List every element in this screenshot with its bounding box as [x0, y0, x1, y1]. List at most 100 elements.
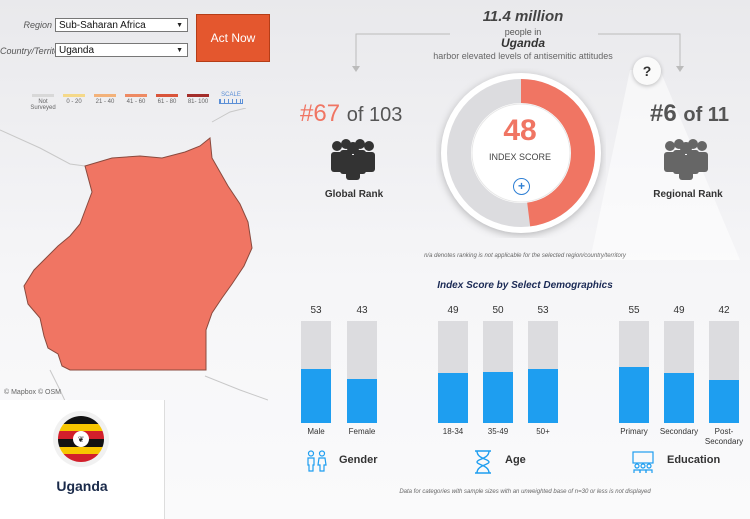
bar-fill [664, 373, 694, 423]
index-score-label: INDEX SCORE [488, 152, 551, 162]
people-group-icon [664, 139, 708, 180]
bar-fill [528, 368, 558, 423]
bar-value: 50 [492, 305, 504, 316]
group-label-age: Age [505, 454, 526, 466]
legend-label: 21 - 40 [95, 99, 115, 105]
global-rank: #67 of 103 [300, 100, 402, 128]
bar-secondary[interactable] [664, 321, 694, 423]
bar-male[interactable] [301, 321, 331, 423]
country-card: ❦ Uganda [0, 400, 165, 519]
hourglass-icon [475, 450, 491, 474]
legend-swatch [156, 94, 178, 97]
bar-category: Male [307, 427, 325, 436]
bar-fill [438, 373, 468, 423]
bar-value: 53 [537, 305, 549, 316]
bar-primary[interactable] [619, 321, 649, 423]
footnote: Data for categories with sample sizes wi… [399, 489, 651, 495]
bar-age-50-plus[interactable] [528, 321, 558, 423]
bar-female[interactable] [347, 321, 377, 423]
group-label-gender: Gender [339, 454, 378, 466]
legend-label: 81- 100 [187, 99, 209, 105]
global-rank-number: #67 [300, 100, 341, 127]
help-button[interactable]: ? [633, 57, 661, 85]
legend-swatch [32, 94, 54, 97]
bar-value: 49 [447, 305, 459, 316]
uganda-flag-icon: ❦ [58, 416, 104, 462]
legend-label: 41 - 60 [126, 99, 146, 105]
bar-age-35-49[interactable] [483, 321, 513, 423]
demographics-title: Index Score by Select Demographics [437, 280, 613, 291]
legend-item-21-40: 21 - 40 [92, 94, 118, 105]
act-now-button[interactable]: Act Now [196, 14, 270, 62]
legend-label: Not [38, 99, 48, 105]
bar-value: 42 [718, 305, 730, 316]
bar-value: 53 [310, 305, 322, 316]
crane-emblem-icon: ❦ [73, 431, 89, 447]
country-label: Country/Territory [0, 46, 67, 56]
legend-label: 61 - 80 [157, 99, 177, 105]
country-name: Uganda [56, 478, 108, 494]
bar-value: 55 [628, 305, 640, 316]
legend-item-41-60: 41 - 60 [123, 94, 149, 105]
bar-age-18-34[interactable] [438, 321, 468, 423]
people-in-label: people in [504, 27, 542, 37]
regional-rank-label: Regional Rank [653, 189, 723, 200]
legend-label: 0 - 20 [66, 99, 82, 105]
bar-fill [347, 379, 377, 423]
legend-item-0-20: 0 - 20 [61, 94, 87, 105]
scale-label: SCALE [221, 92, 241, 98]
map-attribution: © Mapbox © OSM [4, 389, 61, 396]
expand-plus-button[interactable]: + [513, 178, 530, 195]
bar-category: Secondary [659, 427, 699, 436]
legend-item-not-surveyed: Not Surveyed [30, 94, 56, 111]
people-group-icon [331, 139, 375, 180]
bar-category: 18-34 [442, 427, 464, 436]
bar-fill [301, 368, 331, 423]
global-rank-label: Global Rank [324, 189, 384, 200]
chevron-down-icon: ▼ [176, 22, 183, 29]
legend-label: Surveyed [30, 105, 56, 111]
index-score-value: 48 [503, 114, 537, 147]
country-select[interactable]: Uganda ▼ [55, 43, 188, 57]
uganda-region[interactable] [23, 137, 253, 371]
na-note: n/a denotes ranking is not applicable fo… [424, 253, 626, 259]
bar-fill [483, 372, 513, 423]
education-icon [632, 451, 654, 473]
country-select-value: Uganda [59, 45, 95, 56]
bar-fill [709, 380, 739, 423]
neighbor-border [49, 369, 67, 403]
bar-category: Post-Secondary [704, 427, 744, 446]
region-select-value: Sub-Saharan Africa [59, 20, 146, 31]
bar-post-secondary[interactable] [709, 321, 739, 423]
neighbor-border [0, 129, 86, 167]
legend-item-61-80: 61 - 80 [154, 94, 180, 105]
legend-swatch [63, 94, 85, 97]
regional-rank: #6 of 11 [650, 100, 729, 128]
ruler-icon [219, 99, 243, 104]
region-label: Region [23, 20, 52, 30]
bar-category: 35-49 [487, 427, 509, 436]
header-connector-lines [352, 33, 684, 72]
region-select[interactable]: Sub-Saharan Africa ▼ [55, 18, 188, 32]
regional-rank-of: of 11 [683, 104, 729, 126]
bar-value: 49 [673, 305, 685, 316]
bar-category: Primary [620, 427, 648, 436]
bar-fill [619, 366, 649, 423]
regional-rank-number: #6 [650, 100, 677, 127]
header-description: harbor elevated levels of antisemitic at… [433, 51, 613, 61]
legend-swatch [125, 94, 147, 97]
chevron-down-icon: ▼ [176, 47, 183, 54]
scale-icon[interactable]: SCALE [219, 92, 243, 106]
population-number: 11.4 million [482, 8, 564, 25]
bar-category: Female [348, 427, 376, 436]
country-map[interactable] [0, 108, 268, 403]
index-score-gauge [441, 73, 601, 233]
bar-category: 50+ [536, 427, 550, 436]
legend-swatch [187, 94, 209, 97]
legend-item-81-100: 81- 100 [185, 94, 211, 105]
gender-icon [307, 450, 327, 472]
neighbor-border [211, 108, 247, 123]
group-label-education: Education [667, 454, 721, 466]
global-rank-of: of 103 [346, 104, 403, 126]
gauge-fill [447, 79, 595, 227]
